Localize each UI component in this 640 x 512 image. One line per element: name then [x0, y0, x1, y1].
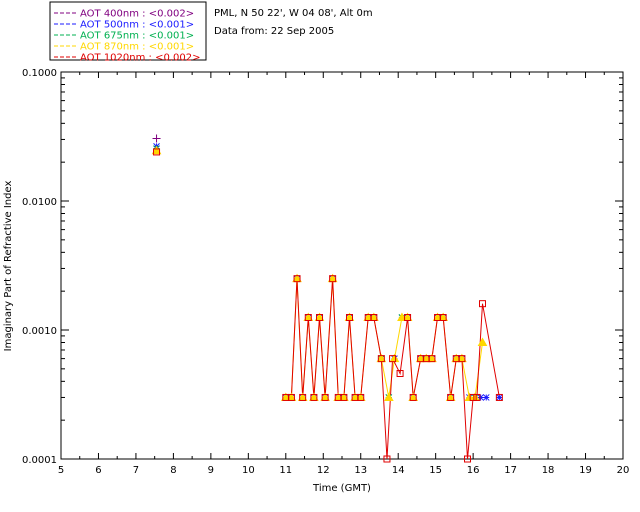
y-tick-label: 0.0001	[22, 455, 57, 466]
data-point-square	[458, 355, 466, 363]
data-point-square	[428, 355, 436, 363]
legend-box	[49, 1, 207, 61]
data-point-square	[377, 355, 385, 363]
x-tick-label: 20	[617, 465, 630, 476]
series-markers-3	[151, 145, 488, 401]
data-date: Data from: 22 Sep 2005	[214, 26, 335, 37]
legend-entry: AOT 400nm : <0.002>	[80, 9, 194, 20]
data-point-triangle	[477, 337, 488, 347]
data-point-square	[383, 455, 391, 463]
x-axis-label: Time (GMT)	[312, 483, 371, 494]
site-location: PML, N 50 22', W 04 08', Alt 0m	[214, 8, 373, 19]
data-point-star	[477, 394, 484, 401]
data-point-square	[396, 370, 404, 378]
data-point-square	[345, 313, 353, 321]
data-point-square	[495, 393, 503, 401]
y-tick-label: 0.0100	[22, 197, 57, 208]
x-tick-label: 19	[579, 465, 592, 476]
x-tick-label: 13	[354, 465, 367, 476]
legend-entry: AOT 500nm : <0.001>	[80, 20, 194, 31]
series-markers-1	[153, 143, 503, 401]
data-point-square	[304, 313, 312, 321]
y-tick-label: 0.0010	[22, 326, 57, 337]
x-tick-label: 7	[133, 465, 139, 476]
data-point-triangle	[397, 312, 407, 321]
y-axis-label: Imaginary Part of Refractive Index	[3, 181, 14, 352]
data-point-square	[321, 393, 329, 401]
legend-entry: AOT 1020nm : <0.002>	[80, 53, 200, 64]
x-tick-label: 8	[170, 465, 176, 476]
data-point-square	[439, 313, 447, 321]
data-point-triangle	[383, 392, 394, 401]
data-point-square	[310, 393, 318, 401]
data-point-square	[469, 393, 477, 401]
data-point-square	[447, 393, 455, 401]
data-point-square	[479, 300, 486, 308]
x-tick-label: 10	[242, 465, 255, 476]
data-point-square	[293, 275, 301, 283]
y-tick-label: 0.1000	[22, 68, 57, 79]
x-tick-label: 16	[467, 465, 480, 476]
y-axis-ticks: 0.0001 0.0010 0.0100 0.1000	[22, 68, 623, 466]
data-point-square	[287, 393, 295, 401]
x-tick-label: 17	[504, 465, 517, 476]
legend: AOT 400nm : <0.002>AOT 500nm : <0.001>AO…	[54, 9, 200, 64]
x-tick-label: 9	[208, 465, 214, 476]
x-tick-label: 11	[279, 465, 292, 476]
data-point-square	[464, 455, 472, 463]
data-point-star	[482, 394, 490, 401]
x-tick-label: 18	[542, 465, 555, 476]
data-point-triangle	[151, 145, 162, 155]
legend-entry: AOT 870nm : <0.001>	[80, 42, 194, 53]
series-markers-4	[153, 148, 503, 463]
data-point-star	[496, 394, 503, 401]
x-axis-ticks: 5 6 7 8 9 10 11 12 13 14 15 16 17 18 19 20	[58, 72, 630, 476]
x-tick-label: 6	[95, 465, 101, 476]
data-point-square	[473, 393, 481, 401]
x-tick-label: 12	[317, 465, 330, 476]
data-point-square	[357, 393, 365, 401]
series-markers-0	[152, 134, 161, 143]
data-point-triangle	[464, 392, 475, 401]
data-point-square	[316, 313, 324, 321]
data-point-plus	[152, 134, 161, 143]
data-point-square	[329, 275, 337, 283]
data-point-square	[340, 393, 348, 401]
data-point-square	[404, 313, 412, 321]
data-point-square	[389, 355, 397, 363]
data-point-square	[153, 148, 161, 156]
data-point-square	[370, 313, 378, 321]
x-tick-label: 14	[392, 465, 405, 476]
x-tick-label: 5	[58, 465, 64, 476]
legend-entry: AOT 675nm : <0.001>	[80, 31, 194, 42]
data-point-square	[299, 393, 307, 401]
plot-area	[151, 134, 503, 463]
data-point-square	[409, 393, 417, 401]
series-markers-2	[153, 145, 479, 401]
x-tick-label: 15	[429, 465, 442, 476]
